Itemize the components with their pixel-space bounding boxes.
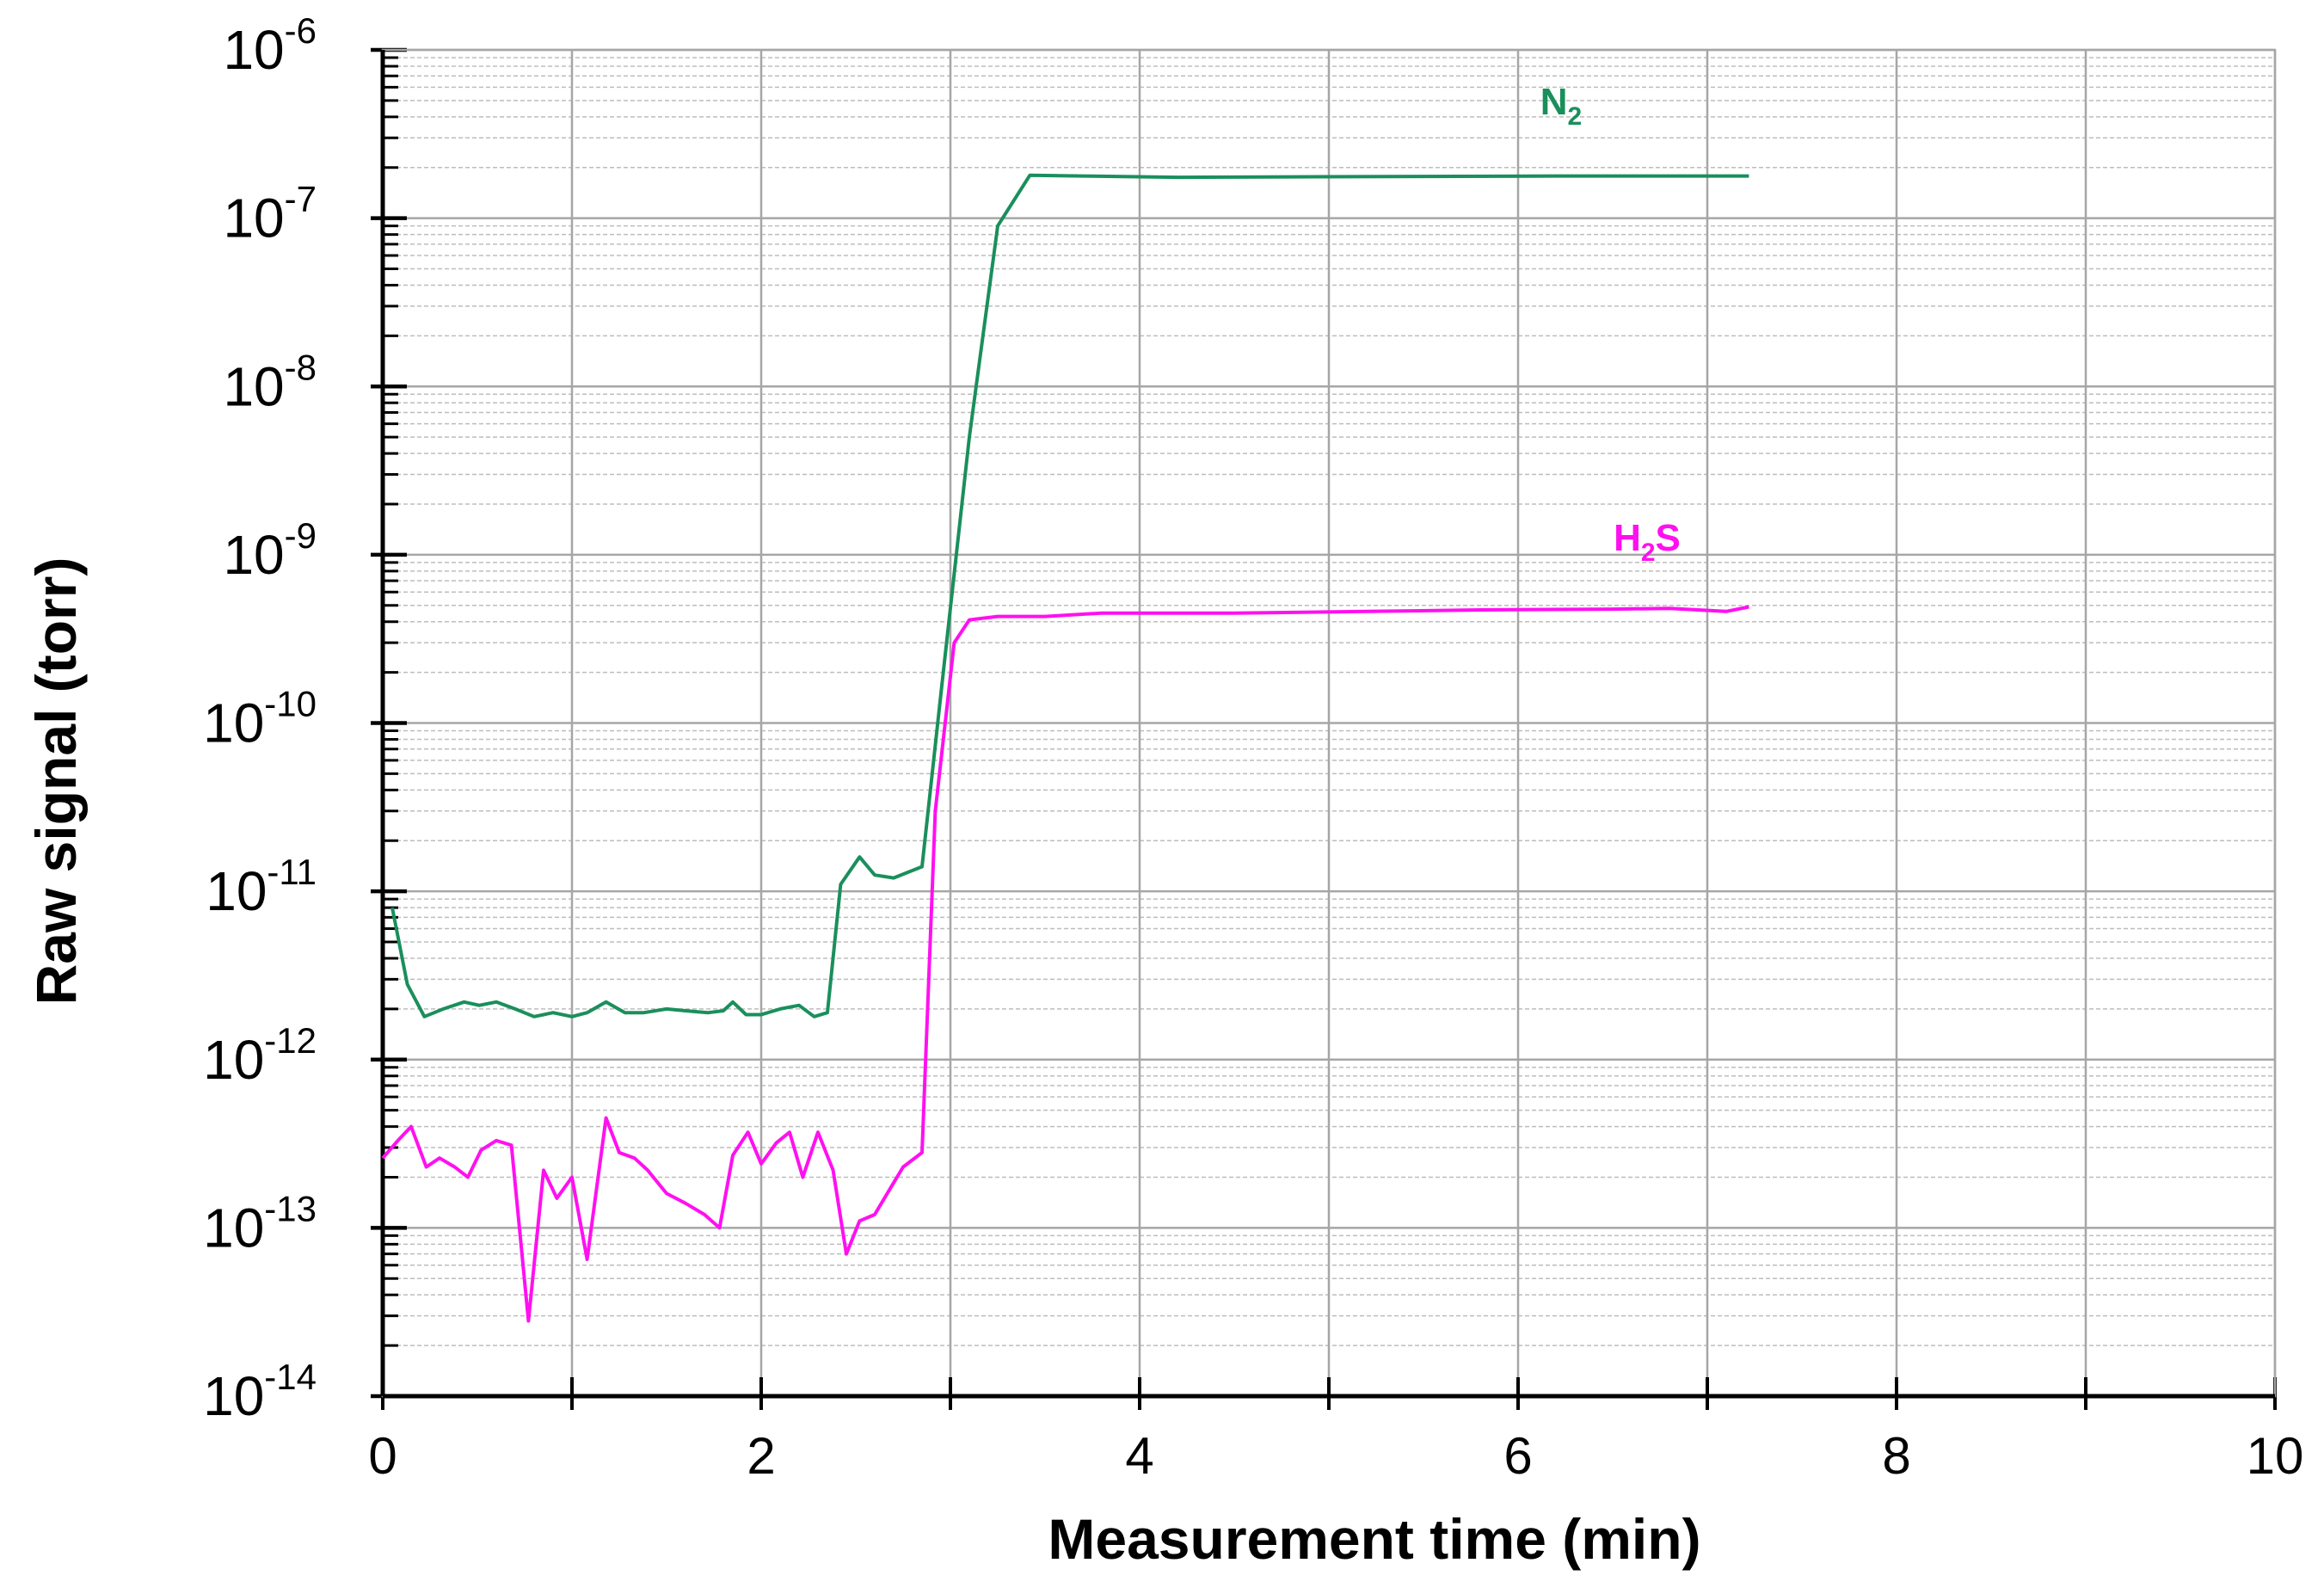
axes [371, 47, 2277, 1410]
x-tick-label: 6 [1503, 1427, 1532, 1485]
series-line-n2 [390, 173, 1749, 1019]
y-tick-label: 10-6 [223, 10, 317, 81]
x-tick-label: 2 [747, 1427, 775, 1485]
series-line-h2s [381, 605, 1749, 1323]
major-gridlines [381, 48, 2277, 1398]
x-tick-label: 10 [2247, 1427, 2304, 1485]
x-axis-title: Measurement time (min) [1048, 1507, 1700, 1571]
series-label-h2s: H2S [1614, 517, 1681, 567]
x-tick-label: 4 [1125, 1427, 1153, 1485]
y-tick-label: 10-10 [203, 684, 317, 754]
y-tick-label: 10-12 [203, 1020, 317, 1091]
x-tick-label: 8 [1882, 1427, 1910, 1485]
y-tick-label: 10-13 [203, 1188, 317, 1259]
y-axis-title: Raw signal (torr) [24, 557, 88, 1006]
y-tick-label: 10-9 [223, 515, 317, 586]
tick-labels: 0 2 4 6 8 10 10-6 10-7 10-8 10-9 10-10 10-11 10-12 10… [203, 10, 2303, 1485]
x-tick-label: 0 [368, 1427, 397, 1485]
series-label-n2: N2 [1540, 81, 1582, 131]
y-tick-label: 10-8 [223, 347, 317, 417]
y-tick-label: 10-11 [206, 852, 317, 922]
series-lines [381, 173, 1749, 1323]
y-tick-label: 10-14 [203, 1357, 317, 1427]
y-tick-label: 10-7 [223, 179, 317, 249]
series-labels: N2 H2S [1540, 81, 1681, 567]
